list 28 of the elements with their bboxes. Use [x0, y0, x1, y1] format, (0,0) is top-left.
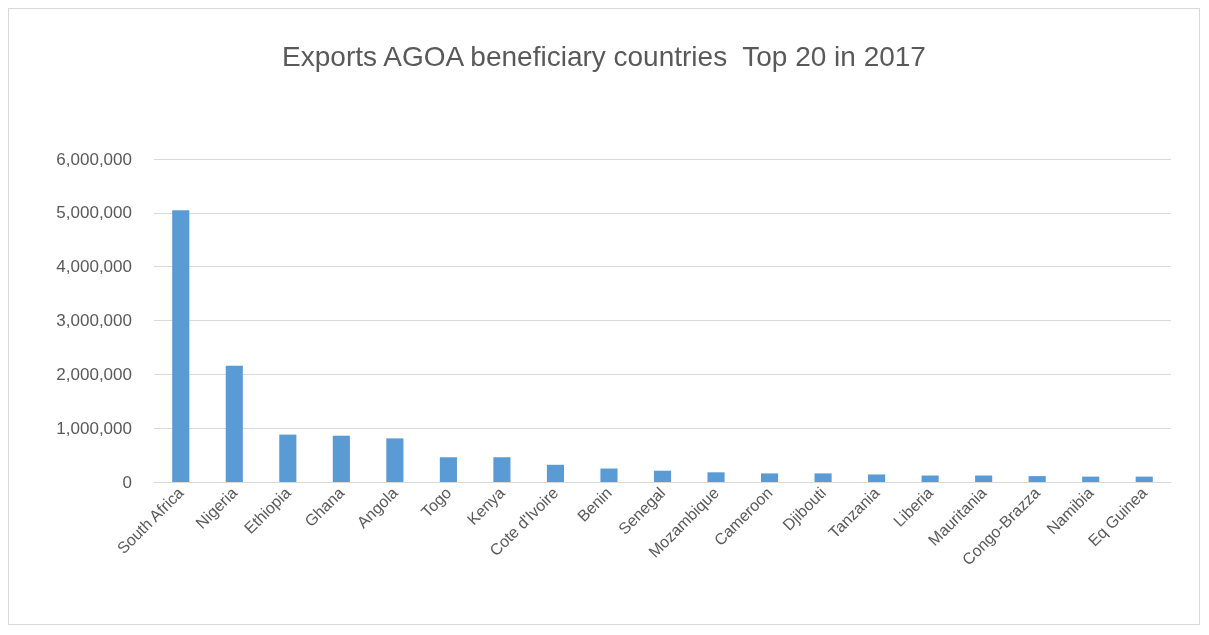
bar: [546, 464, 565, 482]
y-tick-label: 2,000,000: [56, 364, 132, 384]
y-tick-label: 6,000,000: [56, 149, 132, 169]
bar: [439, 457, 457, 482]
bar: [814, 473, 832, 482]
bar: [279, 434, 297, 482]
bar: [1082, 476, 1100, 482]
y-tick-label: 5,000,000: [56, 203, 132, 223]
bar: [921, 475, 939, 482]
bar: [493, 457, 511, 482]
y-tick-label: 4,000,000: [56, 257, 132, 277]
x-tick-label: Togo: [417, 483, 455, 521]
bar: [1135, 476, 1153, 482]
bar: [172, 210, 190, 482]
bar: [332, 435, 350, 482]
bar: [386, 438, 404, 482]
y-tick-label: 3,000,000: [56, 311, 132, 330]
bar: [707, 472, 725, 482]
bar: [868, 474, 886, 482]
y-tick-label: 1,000,000: [56, 418, 132, 438]
bar: [975, 475, 993, 482]
bar: [760, 473, 779, 482]
y-tick-label: 0: [122, 472, 132, 492]
bar: [600, 468, 618, 482]
bar: [225, 365, 243, 482]
bar: [653, 470, 672, 482]
bar: [1028, 476, 1046, 482]
chart-title: Exports AGOA beneficiary countries Top 20 in 2017: [282, 40, 926, 72]
